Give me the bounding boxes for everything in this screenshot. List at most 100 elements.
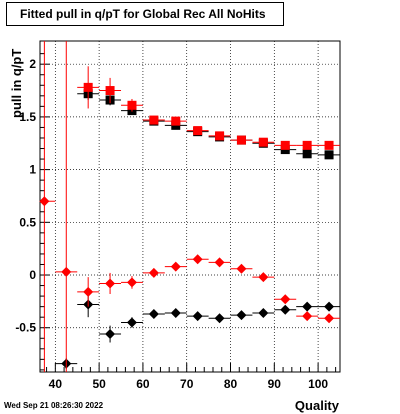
data-point: [121, 276, 143, 289]
data-point: [186, 126, 209, 136]
diamond-marker: [324, 301, 335, 312]
data-point: [318, 140, 340, 150]
data-point: [252, 307, 275, 318]
data-point: [121, 317, 143, 328]
data-point: [252, 272, 275, 283]
plot-frame: [39, 40, 341, 373]
diamond-marker: [280, 304, 291, 315]
data-point: [296, 149, 319, 159]
diamond-marker: [148, 267, 159, 278]
data-point: [164, 116, 187, 126]
y-tick-label: 1.5: [19, 110, 36, 124]
x-tick-label: 60: [136, 377, 150, 391]
axis-ticks: [40, 53, 337, 372]
diamond-marker: [258, 307, 269, 318]
square-marker: [302, 140, 312, 150]
diamond-marker: [170, 261, 181, 272]
square-marker: [83, 82, 93, 92]
diamond-marker: [39, 196, 50, 207]
square-marker: [215, 131, 225, 141]
x-tick-label: 100: [308, 377, 328, 391]
square-marker: [127, 100, 137, 110]
data-point: [274, 140, 297, 150]
y-tick-label: 0: [29, 268, 36, 282]
data-point: [164, 307, 187, 318]
diamond-marker: [258, 272, 269, 283]
x-tick-label: 80: [224, 377, 238, 391]
data-point: [142, 267, 165, 278]
diamond-marker: [192, 254, 203, 265]
diamond-marker: [302, 301, 313, 312]
diamond-marker: [280, 294, 291, 305]
diamond-marker: [236, 310, 247, 321]
diamond-marker: [214, 257, 225, 268]
square-marker: [324, 140, 334, 150]
x-axis-label: Quality: [295, 398, 340, 413]
data-point: [121, 98, 143, 112]
data-point: [230, 263, 253, 274]
diamond-marker: [126, 317, 137, 328]
timestamp: Wed Sep 21 08:26:30 2022: [4, 401, 104, 410]
chart-title-box: Fitted pull in q/pT for Global Rec All N…: [6, 2, 284, 26]
diamond-marker: [105, 278, 116, 289]
diamond-marker: [61, 266, 72, 277]
data-point: [274, 304, 297, 315]
data-point: [296, 140, 319, 150]
y-tick-label: 2: [29, 57, 36, 71]
diamond-marker: [126, 277, 137, 288]
square-marker: [324, 150, 334, 160]
y-tick-label: -0.5: [15, 321, 36, 335]
data-point: [208, 313, 231, 324]
data-point: [318, 313, 340, 324]
axis-tick-labels: 40 50 60 70 80 90 100 -0.5 0 0.5 1 1.5 2: [15, 57, 328, 391]
data-point: [77, 277, 100, 307]
data-point: [99, 77, 122, 104]
data-point: [208, 257, 231, 268]
data-point: [274, 294, 297, 305]
data-point: [318, 150, 340, 160]
data-point: [186, 311, 209, 322]
grid-lines: [40, 41, 340, 372]
data-point: [186, 254, 209, 265]
data-point: [39, 41, 56, 372]
data-point: [208, 131, 231, 141]
square-marker: [171, 116, 181, 126]
square-marker: [149, 115, 159, 125]
data-point: [142, 309, 165, 320]
square-marker: [236, 135, 246, 145]
data-point: [164, 261, 187, 272]
data-point: [142, 115, 165, 125]
square-marker: [302, 149, 312, 159]
diamond-marker: [192, 311, 203, 322]
data-point: [99, 272, 122, 294]
diamond-marker: [170, 307, 181, 318]
data-point: [296, 311, 319, 322]
data-point: [230, 135, 253, 145]
y-tick-label: 0.5: [19, 215, 36, 229]
diamond-marker: [236, 263, 247, 274]
square-marker: [193, 126, 203, 136]
data-point: [99, 325, 122, 343]
x-tick-label: 40: [49, 377, 63, 391]
chart-title: Fitted pull in q/pT for Global Rec All N…: [20, 7, 266, 21]
x-tick-label: 50: [92, 377, 106, 391]
y-axis-label: pull in q/pT: [9, 49, 24, 118]
diamond-marker: [302, 311, 313, 322]
y-tick-label: 1: [29, 163, 36, 177]
diamond-marker: [148, 309, 159, 320]
x-tick-label: 90: [268, 377, 282, 391]
data-point: [252, 137, 275, 147]
data-point: [230, 310, 253, 321]
x-tick-label: 70: [180, 377, 194, 391]
data-point: [55, 41, 78, 372]
diamond-marker: [83, 286, 94, 297]
diamond-marker: [214, 313, 225, 324]
data-point: [296, 301, 319, 312]
data-marks: [39, 41, 340, 372]
diamond-marker: [324, 313, 335, 324]
square-marker: [280, 140, 290, 150]
data-point: [318, 301, 340, 312]
square-marker: [258, 137, 268, 147]
data-point: [77, 66, 100, 109]
